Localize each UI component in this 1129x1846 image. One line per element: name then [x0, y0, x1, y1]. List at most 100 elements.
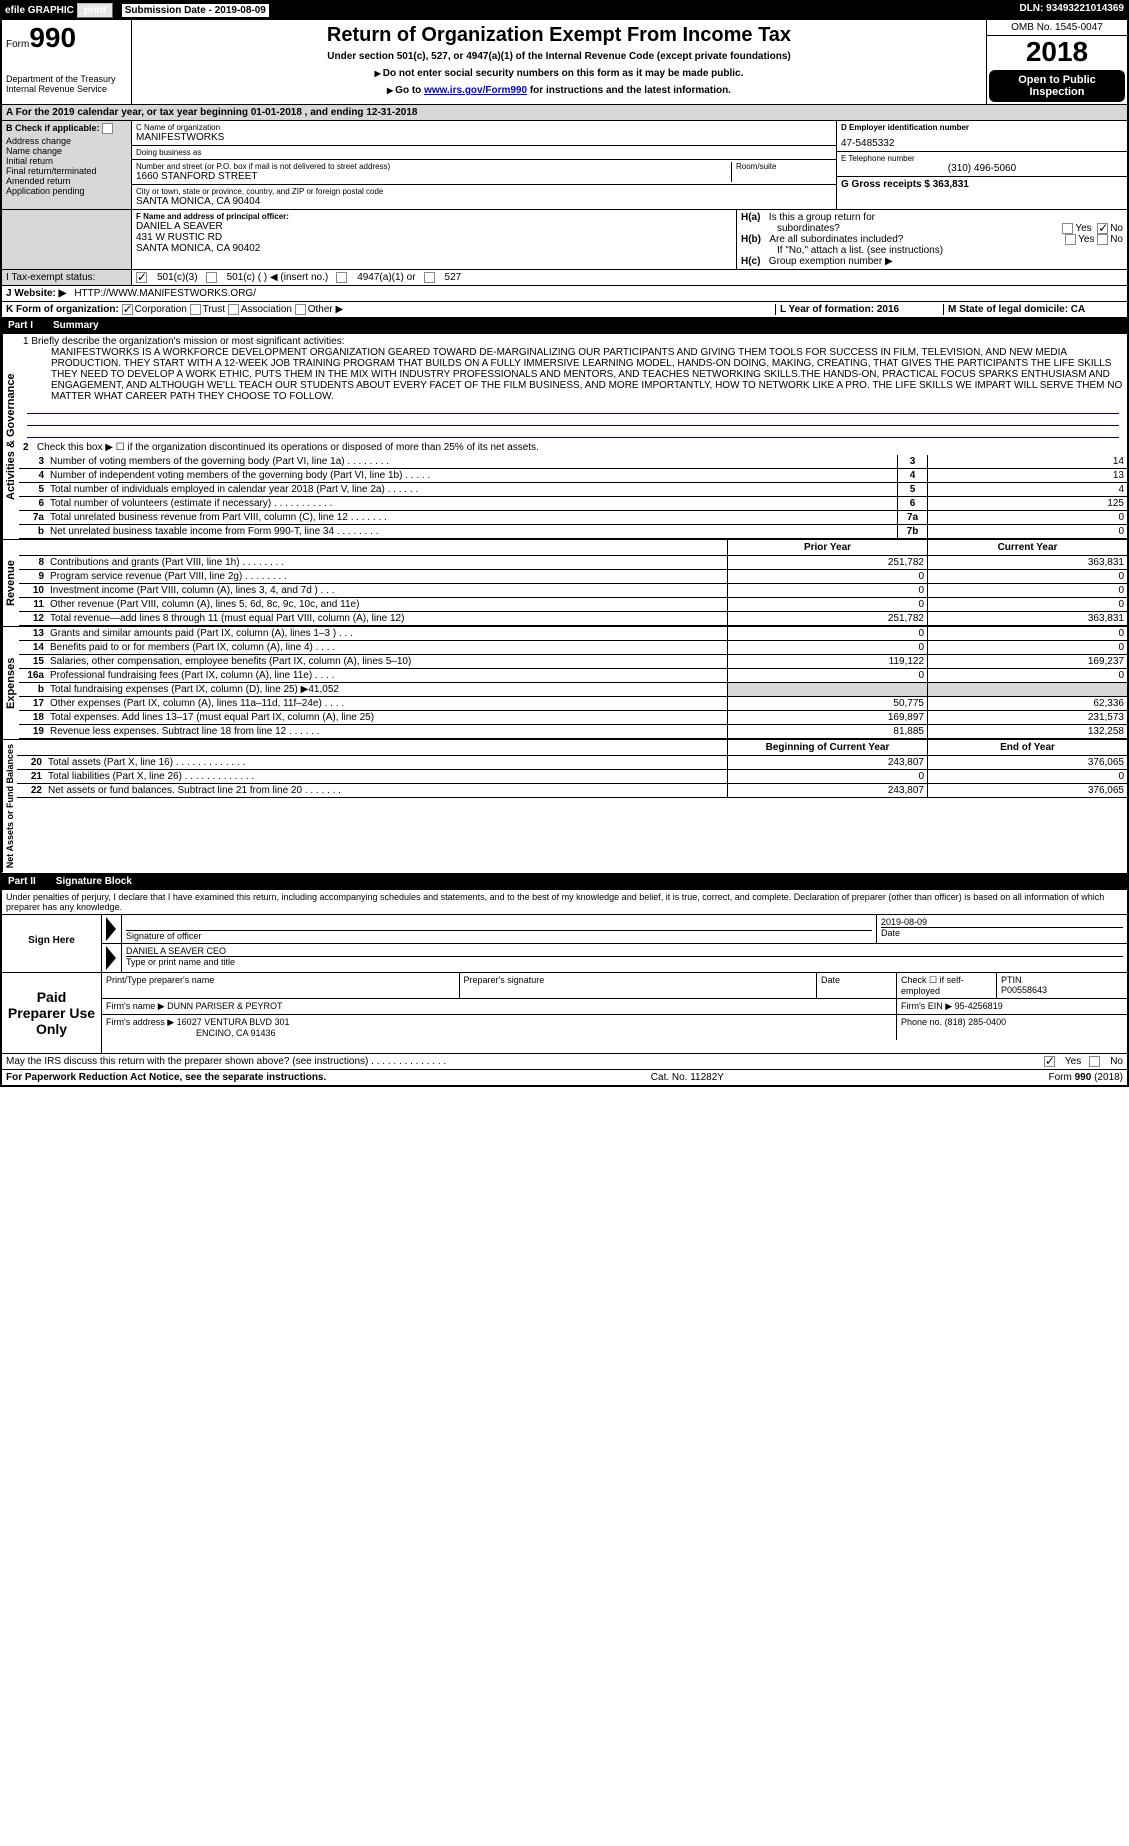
tax-501c[interactable] — [206, 272, 217, 283]
officer-name: DANIEL A SEAVER — [136, 221, 732, 232]
table-row: 20Total assets (Part X, line 16) . . . .… — [17, 756, 1127, 770]
dept-label: Department of the Treasury Internal Reve… — [6, 74, 127, 94]
phone-label: E Telephone number — [841, 154, 1123, 163]
discuss-no[interactable] — [1089, 1056, 1100, 1067]
firm-name-label: Firm's name ▶ — [106, 1001, 165, 1011]
officer-addr1: 431 W RUSTIC RD — [136, 232, 732, 243]
table-row: 14Benefits paid to or for members (Part … — [19, 641, 1127, 655]
sig-date: 2019-08-09 — [881, 917, 1123, 928]
firm-addr1: 16027 VENTURA BLVD 301 — [177, 1017, 290, 1027]
discuss-yes[interactable] — [1044, 1056, 1055, 1067]
dln-label: DLN: 93493221014369 — [1019, 3, 1124, 18]
form-subtitle: Under section 501(c), 527, or 4947(a)(1)… — [136, 51, 982, 62]
open-to-public: Open to Public Inspection — [989, 70, 1125, 102]
hb-note: If "No," attach a list. (see instruction… — [741, 245, 1123, 256]
prep-sig-label: Preparer's signature — [460, 973, 818, 998]
ptin-value: P00558643 — [1001, 985, 1047, 995]
note-goto-a: Go to — [395, 85, 424, 96]
ein-label: D Employer identification number — [841, 123, 969, 132]
tab-netassets: Net Assets or Fund Balances — [2, 740, 17, 872]
sig-officer-label: Signature of officer — [126, 931, 872, 941]
ha-text2: subordinates? — [741, 223, 840, 234]
firm-addr-label: Firm's address ▶ — [106, 1017, 174, 1027]
part-ii-label: Part II — [8, 876, 36, 887]
prep-selfemp: Check ☐ if self-employed — [897, 973, 997, 998]
table-row: 15Salaries, other compensation, employee… — [19, 655, 1127, 669]
phone-value: (310) 496-5060 — [841, 163, 1123, 174]
efile-label: efile GRAPHIC — [5, 5, 74, 16]
ha-label: H(a) — [741, 212, 760, 223]
ha-no[interactable] — [1097, 223, 1108, 234]
note-ssn: Do not enter social security numbers on … — [136, 68, 982, 79]
firm-addr2: ENCINO, CA 91436 — [106, 1028, 276, 1038]
box-b: B Check if applicable: Address change Na… — [2, 121, 132, 209]
col-prior: Prior Year — [727, 540, 927, 555]
table-row: 16aProfessional fundraising fees (Part I… — [19, 669, 1127, 683]
table-row: 22Net assets or fund balances. Subtract … — [17, 784, 1127, 798]
table-row: 9Program service revenue (Part VIII, lin… — [19, 570, 1127, 584]
omb-number: OMB No. 1545-0047 — [987, 20, 1127, 36]
table-row: 18Total expenses. Add lines 13–17 (must … — [19, 711, 1127, 725]
tab-expenses: Expenses — [2, 627, 19, 739]
form-number: 990 — [29, 22, 76, 53]
sign-arrow-icon-2 — [106, 946, 116, 970]
tax-501c3[interactable] — [136, 272, 147, 283]
table-row: bNet unrelated business taxable income f… — [19, 525, 1127, 539]
prep-name-label: Print/Type preparer's name — [102, 973, 460, 998]
tab-revenue: Revenue — [2, 540, 19, 626]
form-title: Return of Organization Exempt From Incom… — [136, 24, 982, 47]
part-i-title: Summary — [53, 320, 99, 331]
table-row: 21Total liabilities (Part X, line 26) . … — [17, 770, 1127, 784]
org-name: MANIFESTWORKS — [136, 132, 832, 143]
gross-receipts: G Gross receipts $ 363,831 — [841, 179, 969, 190]
part-i-label: Part I — [8, 320, 33, 331]
footer-form: Form 990 (2018) — [1049, 1072, 1123, 1083]
table-row: 11Other revenue (Part VIII, column (A), … — [19, 598, 1127, 612]
table-row: 7aTotal unrelated business revenue from … — [19, 511, 1127, 525]
table-row: 10Investment income (Part VIII, column (… — [19, 584, 1127, 598]
firm-ein: 95-4256819 — [955, 1001, 1003, 1011]
firm-phone: (818) 285-0400 — [945, 1017, 1007, 1027]
street-label: Number and street (or P.O. box if mail i… — [136, 162, 727, 171]
firm-ein-label: Firm's EIN ▶ — [901, 1001, 952, 1011]
hc-label: H(c) — [741, 256, 760, 267]
city-label: City or town, state or province, country… — [136, 187, 832, 196]
line-l: L Year of formation: 2016 — [780, 304, 899, 315]
col-end: End of Year — [927, 740, 1127, 755]
line-2: Check this box ▶ ☐ if the organization d… — [37, 442, 539, 453]
discuss-text: May the IRS discuss this return with the… — [6, 1056, 1036, 1067]
footer-left: For Paperwork Reduction Act Notice, see … — [6, 1072, 326, 1083]
form-corp[interactable] — [122, 304, 133, 315]
topbar: efile GRAPHIC print Submission Date - 20… — [1, 1, 1128, 20]
hb-no[interactable] — [1097, 234, 1108, 245]
checkbox-applicable[interactable] — [102, 123, 113, 134]
mission-text: MANIFESTWORKS IS A WORKFORCE DEVELOPMENT… — [23, 347, 1123, 402]
tax-4947[interactable] — [336, 272, 347, 283]
prep-date-label: Date — [817, 973, 897, 998]
form-assoc[interactable] — [228, 304, 239, 315]
table-row: 19Revenue less expenses. Subtract line 1… — [19, 725, 1127, 739]
line-a: A For the 2019 calendar year, or tax yea… — [1, 105, 1128, 121]
form-other[interactable] — [295, 304, 306, 315]
hb-yes[interactable] — [1065, 234, 1076, 245]
table-row: 4Number of independent voting members of… — [19, 469, 1127, 483]
ha-yes[interactable] — [1062, 223, 1073, 234]
form-trust[interactable] — [190, 304, 201, 315]
submission-date: Submission Date - 2019-08-09 — [122, 4, 269, 17]
tax-year: 2018 — [987, 36, 1127, 68]
sign-arrow-icon — [106, 917, 116, 941]
tab-activities-governance: Activities & Governance — [2, 334, 19, 539]
sig-name: DANIEL A SEAVER CEO — [126, 946, 1123, 957]
part-ii-title: Signature Block — [56, 876, 132, 887]
hb-label: H(b) — [741, 234, 761, 245]
sig-date-label: Date — [881, 928, 1123, 938]
firm-phone-label: Phone no. — [901, 1017, 942, 1027]
line-k-label: K Form of organization: — [6, 304, 119, 315]
form990-link[interactable]: www.irs.gov/Form990 — [424, 85, 527, 96]
org-name-label: C Name of organization — [136, 123, 832, 132]
sign-here-label: Sign Here — [2, 915, 102, 972]
tax-527[interactable] — [424, 272, 435, 283]
street-value: 1660 STANFORD STREET — [136, 171, 727, 182]
print-button[interactable]: print — [77, 3, 113, 18]
line-j-label: J Website: ▶ — [6, 288, 66, 299]
